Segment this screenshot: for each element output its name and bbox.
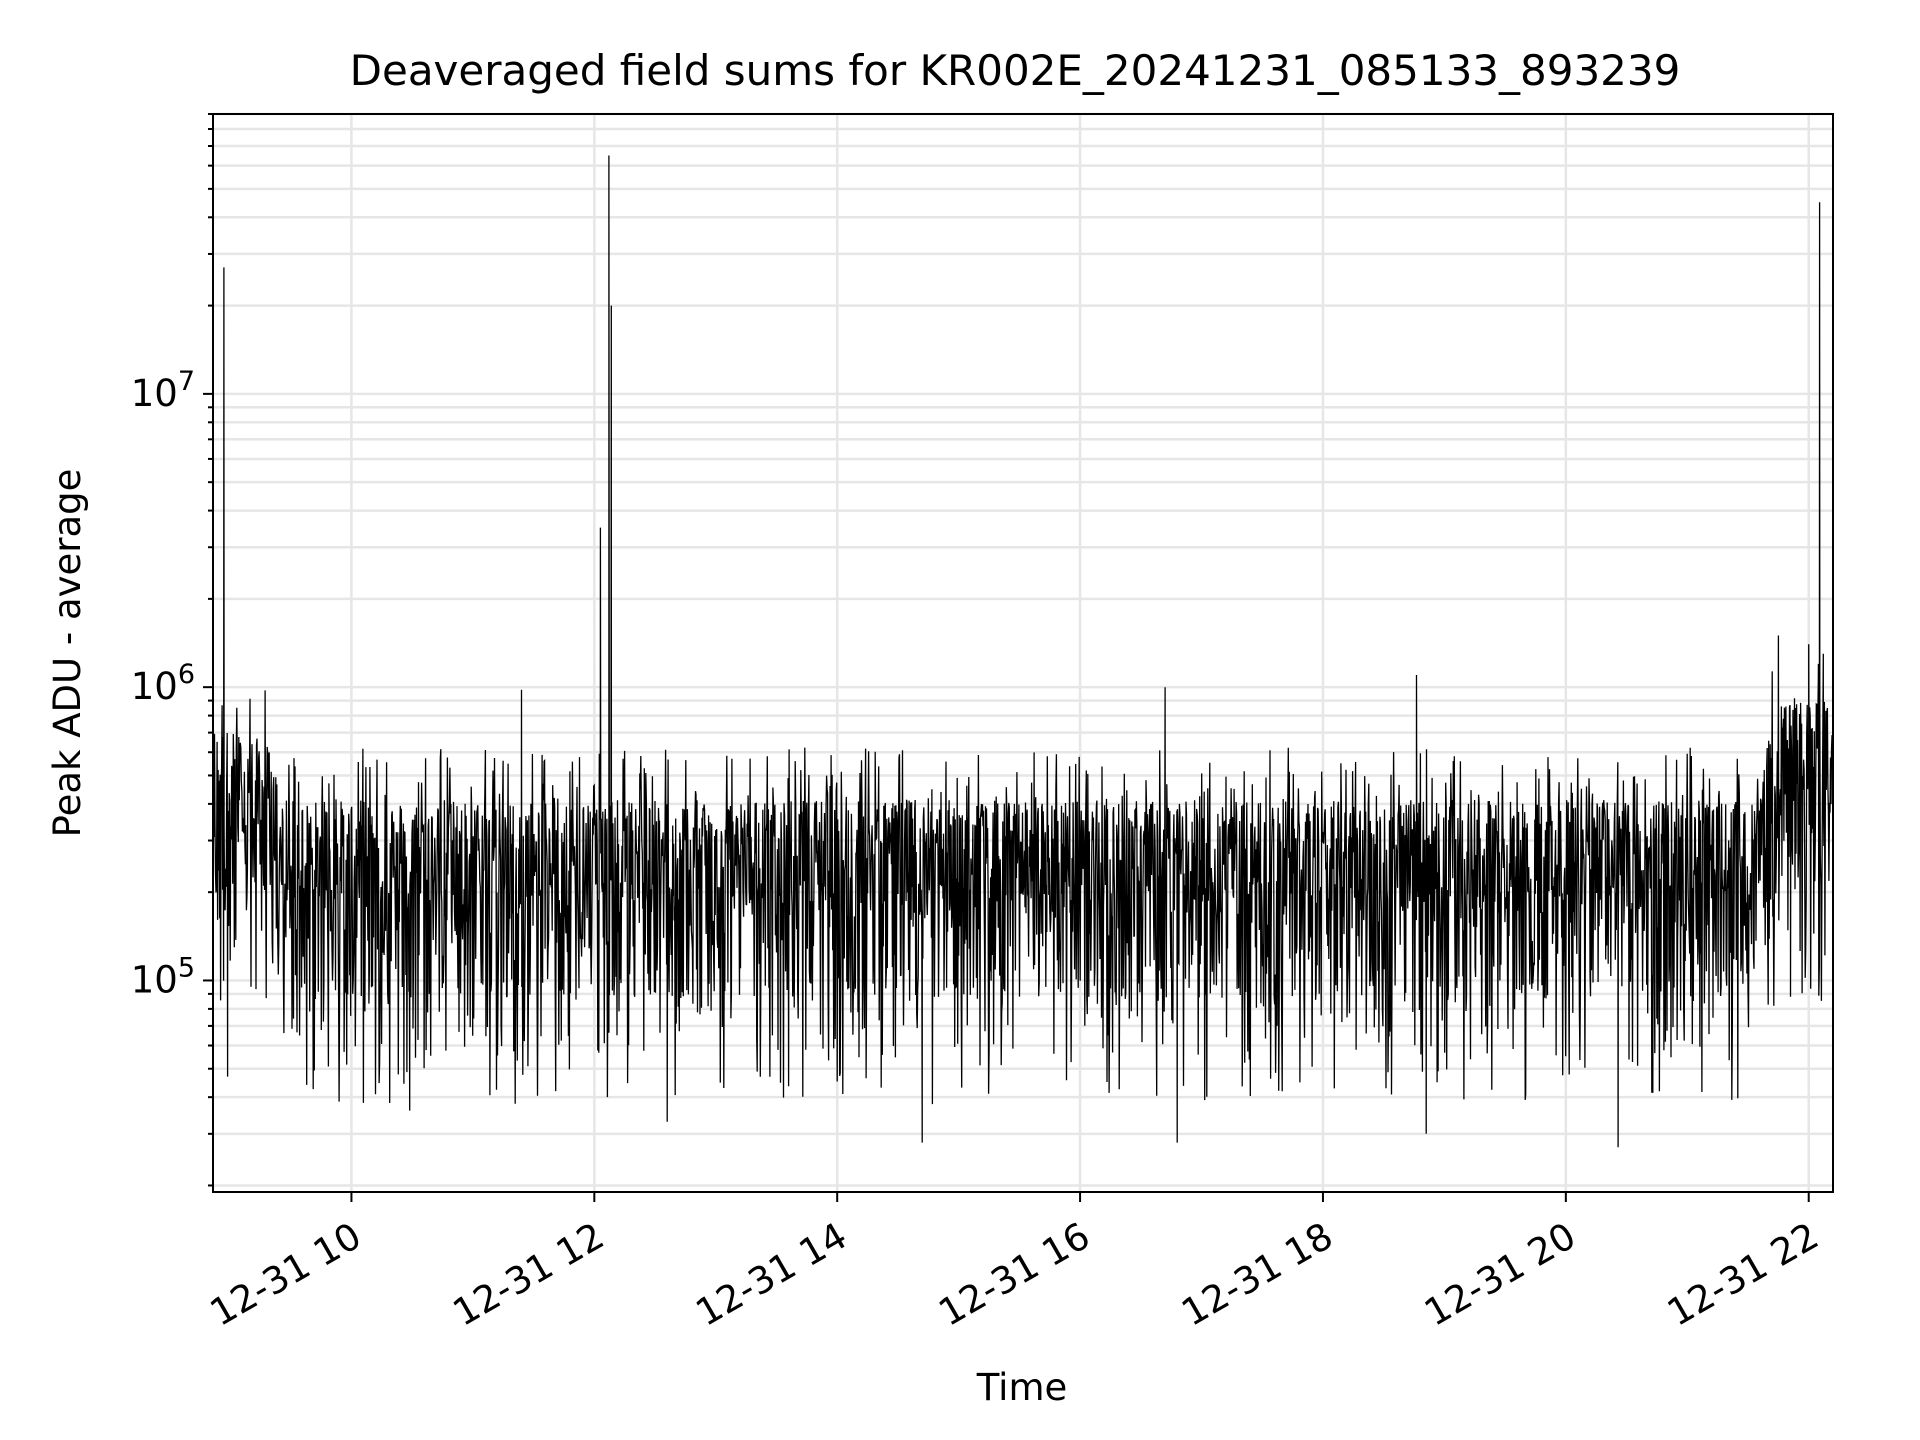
chart-title: Deaveraged field sums for KR002E_2024123… — [350, 46, 1681, 95]
y-tick-label: 105 — [131, 952, 195, 1001]
y-axis-label: Peak ADU - average — [46, 469, 89, 838]
y-tick-label: 107 — [131, 366, 195, 415]
plot-area-frame — [212, 113, 1834, 1193]
series-line — [212, 155, 1834, 1148]
series-layer — [212, 155, 1834, 1148]
x-axis-label: Time — [976, 1366, 1068, 1409]
y-tick-label: 106 — [131, 659, 195, 708]
